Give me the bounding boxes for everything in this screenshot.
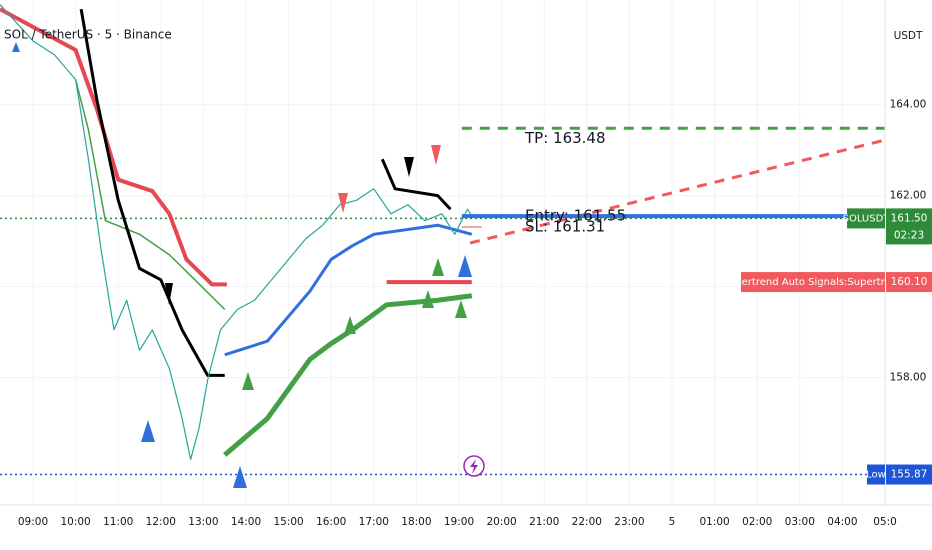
x-tick-label: 03:00 <box>785 516 815 528</box>
series-line <box>79 8 452 377</box>
y-tick-label: 162.00 <box>890 190 927 202</box>
signal <box>431 145 441 165</box>
annotation-label: TP: 163.48 <box>524 129 606 147</box>
x-tick-label: 10:00 <box>60 516 90 528</box>
y-axis-label: USDT <box>894 30 923 42</box>
signal <box>422 290 434 308</box>
series-line <box>224 223 473 357</box>
signal <box>455 300 467 318</box>
signal <box>141 420 155 442</box>
chart-title: SOL / TetherUS · 5 · Binance <box>4 28 172 42</box>
x-tick-label: 13:00 <box>188 516 218 528</box>
tag-name-box <box>741 272 885 293</box>
x-tick-label: 18:00 <box>401 516 431 528</box>
signal <box>404 157 414 177</box>
marks <box>0 4 885 476</box>
signal <box>458 255 472 277</box>
signal <box>165 283 173 305</box>
event-icon-bolt <box>470 459 478 474</box>
y-tick-label: 164.00 <box>890 99 927 111</box>
overlay: 09:00 10:00 11:00 12:00 13:00 14:00 15:00 16:00… <box>18 99 932 528</box>
annotation-label: Entry: 161.55 <box>525 207 626 225</box>
x-tick-label: 11:00 <box>103 516 133 528</box>
x-tick-label: 16:00 <box>316 516 346 528</box>
tag-name: Low <box>866 470 886 481</box>
annotation-label: SL: 161.31 <box>525 218 605 236</box>
x-tick-label: 09:00 <box>18 516 48 528</box>
x-tick-label: 04:00 <box>827 516 857 528</box>
x-tick-label: 01:00 <box>699 516 729 528</box>
series-line <box>74 79 226 310</box>
tag-value: 155.87 <box>891 469 928 481</box>
tag-name: Supertrend Auto Signals:Supertrend <box>723 277 904 288</box>
series-line <box>0 7 472 287</box>
x-tick-label: 19:00 <box>444 516 474 528</box>
x-tick-label: 20:00 <box>486 516 516 528</box>
x-tick-label: 21:00 <box>529 516 559 528</box>
x-tick-label: 23:00 <box>614 516 644 528</box>
signal <box>344 316 356 334</box>
grid <box>0 0 886 505</box>
x-tick-label: 02:00 <box>742 516 772 528</box>
y-tick-label: 158.00 <box>890 372 927 384</box>
series-line <box>0 4 473 461</box>
x-tick-label: 14:00 <box>231 516 261 528</box>
x-tick-label: 15:00 <box>273 516 303 528</box>
tag-value-box <box>886 272 932 293</box>
x-tick-label: 22:00 <box>572 516 602 528</box>
x-tick-label: 5 <box>669 516 676 528</box>
tag-value-box <box>886 208 932 245</box>
x-tick-label: 12:00 <box>146 516 176 528</box>
signal <box>338 193 348 213</box>
x-tick-label: 17:00 <box>359 516 389 528</box>
signal <box>432 258 444 276</box>
signal <box>233 466 247 488</box>
tag-name-box <box>847 208 885 229</box>
tag-name: SOLUSDT <box>843 213 891 224</box>
tag-value: 161.50 <box>891 212 928 224</box>
signal <box>242 372 254 390</box>
tag-value: 160.10 <box>891 276 928 288</box>
tag-timer: 02:23 <box>894 229 924 241</box>
tag-name-box <box>867 464 885 485</box>
tag-value-box <box>886 464 932 485</box>
signal <box>12 42 20 52</box>
x-tick-label: 05:0 <box>873 516 897 528</box>
